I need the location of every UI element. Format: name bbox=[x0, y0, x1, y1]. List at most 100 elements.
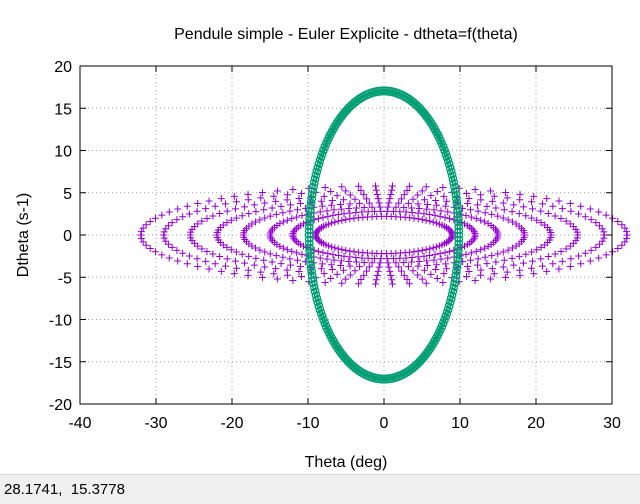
cursor-coordinates: 28.1741, 15.3778 bbox=[4, 481, 125, 498]
data-point bbox=[415, 204, 423, 212]
data-point bbox=[244, 266, 252, 274]
data-point bbox=[581, 249, 589, 257]
data-point bbox=[530, 270, 538, 278]
data-point bbox=[472, 215, 480, 223]
data-point bbox=[352, 208, 360, 216]
data-point bbox=[279, 244, 287, 252]
data-point bbox=[537, 255, 545, 263]
data-point bbox=[233, 264, 241, 272]
data-point bbox=[432, 196, 440, 204]
data-point bbox=[414, 191, 422, 199]
data-point bbox=[443, 265, 451, 273]
data-point bbox=[314, 215, 322, 223]
data-point bbox=[340, 266, 348, 274]
series-1 bbox=[304, 86, 464, 384]
data-point bbox=[374, 195, 382, 203]
data-point bbox=[427, 192, 435, 200]
data-point bbox=[283, 196, 291, 204]
data-point bbox=[441, 213, 449, 221]
data-point bbox=[488, 265, 496, 273]
data-point bbox=[205, 197, 213, 205]
data-point bbox=[168, 243, 176, 251]
data-point bbox=[313, 172, 321, 179]
data-point bbox=[205, 265, 213, 273]
data-point bbox=[198, 245, 206, 253]
data-point bbox=[297, 273, 305, 281]
data-point bbox=[337, 200, 345, 208]
data-point bbox=[382, 88, 390, 96]
data-point bbox=[315, 165, 323, 172]
data-point bbox=[418, 246, 426, 254]
data-point bbox=[288, 247, 296, 255]
data-point bbox=[272, 210, 280, 218]
data-point bbox=[423, 200, 431, 208]
data-point bbox=[352, 204, 360, 212]
data-point bbox=[375, 263, 383, 271]
data-point bbox=[318, 260, 326, 268]
data-point bbox=[449, 283, 456, 291]
data-point bbox=[443, 305, 451, 313]
data-point bbox=[307, 227, 314, 235]
data-point bbox=[333, 192, 341, 200]
data-point bbox=[327, 201, 335, 209]
data-point bbox=[426, 211, 434, 219]
data-point bbox=[450, 183, 457, 191]
data-point bbox=[307, 215, 315, 223]
data-point bbox=[321, 147, 328, 155]
data-point bbox=[402, 208, 410, 216]
data-point bbox=[328, 219, 336, 227]
data-point bbox=[295, 267, 303, 275]
data-point bbox=[260, 206, 268, 214]
data-point bbox=[481, 218, 489, 226]
data-point bbox=[444, 161, 452, 169]
data-point bbox=[333, 270, 341, 278]
data-point bbox=[252, 208, 260, 216]
data-point bbox=[230, 270, 238, 278]
data-point bbox=[310, 187, 318, 195]
data-point bbox=[404, 263, 412, 271]
data-point bbox=[261, 214, 269, 222]
data-point bbox=[373, 190, 381, 198]
data-point bbox=[595, 208, 603, 216]
data-point bbox=[483, 260, 491, 268]
x-tick-label: 20 bbox=[527, 415, 545, 432]
data-point bbox=[516, 266, 524, 274]
data-point bbox=[385, 199, 393, 207]
data-point bbox=[508, 254, 516, 262]
data-point bbox=[352, 258, 360, 266]
data-point bbox=[390, 255, 398, 263]
y-tick-label: -20 bbox=[49, 397, 72, 414]
data-point bbox=[320, 192, 328, 200]
data-point bbox=[547, 234, 555, 242]
data-point bbox=[338, 246, 346, 254]
data-point bbox=[276, 220, 284, 228]
data-point bbox=[404, 199, 412, 207]
data-point bbox=[452, 199, 460, 206]
data-point bbox=[198, 217, 206, 225]
data-point bbox=[539, 262, 547, 270]
data-point bbox=[256, 216, 264, 224]
data-point bbox=[256, 246, 264, 254]
data-point bbox=[562, 217, 570, 225]
data-point bbox=[346, 215, 354, 223]
data-point bbox=[500, 206, 508, 214]
data-point bbox=[318, 202, 326, 210]
data-point bbox=[346, 191, 354, 199]
y-tick-label: 15 bbox=[54, 101, 72, 118]
data-point bbox=[414, 215, 422, 223]
data-point bbox=[307, 239, 314, 247]
data-point bbox=[314, 168, 322, 176]
data-point bbox=[618, 241, 626, 249]
data-point bbox=[338, 279, 346, 287]
data-point bbox=[431, 251, 439, 259]
data-point bbox=[451, 191, 459, 199]
data-point bbox=[283, 266, 291, 274]
data-point bbox=[185, 252, 193, 260]
data-point bbox=[600, 228, 608, 236]
data-point bbox=[139, 224, 147, 232]
data-point bbox=[378, 374, 386, 382]
data-point bbox=[445, 298, 453, 305]
y-tick-label: 5 bbox=[63, 186, 72, 203]
data-point bbox=[484, 242, 492, 250]
data-point bbox=[596, 222, 604, 230]
